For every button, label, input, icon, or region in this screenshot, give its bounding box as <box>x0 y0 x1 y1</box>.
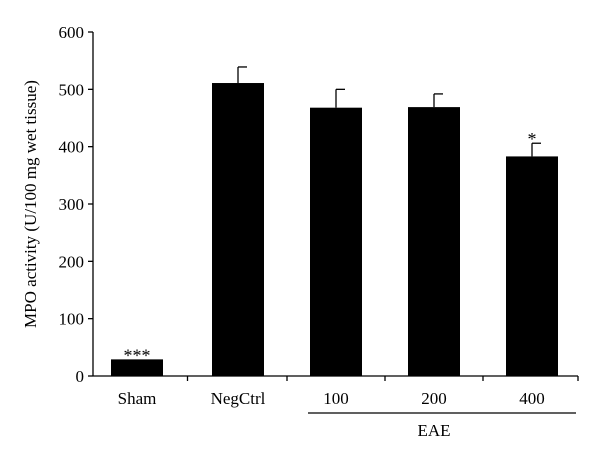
bar <box>408 107 460 377</box>
y-tick-label: 0 <box>76 367 85 386</box>
bar <box>506 156 558 376</box>
x-tick-label: NegCtrl <box>211 389 266 408</box>
y-tick-label: 300 <box>59 195 85 214</box>
y-tick-label: 600 <box>59 23 85 42</box>
x-tick-label: 100 <box>323 389 349 408</box>
bar <box>111 359 163 376</box>
x-tick-label: Sham <box>118 389 157 408</box>
significance-marker: * <box>528 129 537 149</box>
x-tick-label: 400 <box>519 389 545 408</box>
significance-marker: *** <box>124 345 151 365</box>
x-tick-label: 200 <box>421 389 447 408</box>
y-tick-label: 400 <box>59 138 85 157</box>
bar <box>212 83 264 376</box>
y-axis-label: MPO activity (U/100 mg wet tissue) <box>21 80 40 328</box>
y-tick-label: 500 <box>59 80 85 99</box>
group-label: EAE <box>417 421 450 440</box>
y-tick-label: 200 <box>59 252 85 271</box>
plot-area: 0 100 200 300 400 500 600 *** Sham NegCtrl 100 200 *… <box>59 23 579 440</box>
y-tick-label: 100 <box>59 310 85 329</box>
bar <box>310 107 362 377</box>
